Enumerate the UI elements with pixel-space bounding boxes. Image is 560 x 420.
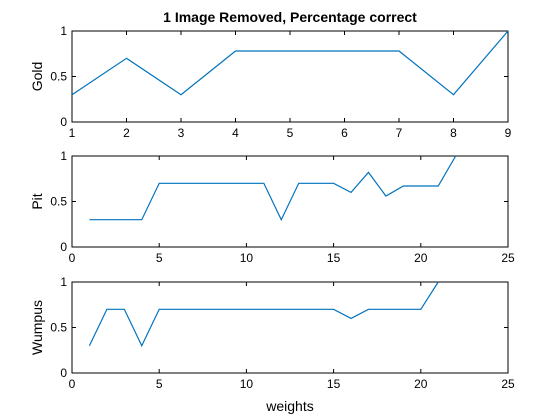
y-tick-label: 0 <box>60 240 67 254</box>
x-tick-label: 4 <box>232 126 239 140</box>
x-tick-label: 10 <box>240 251 254 265</box>
x-tick-label: 5 <box>287 126 294 140</box>
x-tick-label: 3 <box>178 126 185 140</box>
x-tick-label: 9 <box>505 126 512 140</box>
x-tick-label: 5 <box>156 251 163 265</box>
x-tick-label: 6 <box>341 126 348 140</box>
y-tick-label: 1 <box>60 24 67 38</box>
y-tick-label: 0.5 <box>50 195 67 209</box>
x-tick-label: 0 <box>69 251 76 265</box>
x-tick-label: 25 <box>501 377 515 391</box>
x-tick-label: 5 <box>156 377 163 391</box>
axes-box <box>71 281 509 374</box>
x-tick-label: 20 <box>414 251 428 265</box>
y-axis-label: Pit <box>29 193 45 209</box>
y-tick-label: 0 <box>60 115 67 129</box>
subplot-1: 1 2 3 4 5 6 7 8 9 0 0.5 1 Gold <box>29 24 512 140</box>
x-tick-label: 15 <box>327 251 341 265</box>
y-axis-label: Gold <box>29 62 45 92</box>
axes-box <box>71 30 509 123</box>
x-tick-label: 25 <box>501 251 515 265</box>
chart-title: 1 Image Removed, Percentage correct <box>163 9 417 25</box>
y-axis-label: Wumpus <box>29 300 45 355</box>
y-tick-label: 1 <box>60 275 67 289</box>
y-tick-label: 0.5 <box>50 321 67 335</box>
y-tick-label: 0.5 <box>50 70 67 84</box>
x-tick-label: 15 <box>327 377 341 391</box>
y-tick-label: 1 <box>60 149 67 163</box>
x-tick-label: 7 <box>396 126 403 140</box>
x-tick-label: 20 <box>414 377 428 391</box>
y-tick-label: 0 <box>60 366 67 380</box>
x-tick-label: 10 <box>240 377 254 391</box>
x-tick-label: 2 <box>123 126 130 140</box>
x-axis-label: weights <box>265 398 313 414</box>
x-tick-label: 0 <box>69 377 76 391</box>
series-line-pit <box>89 155 457 222</box>
x-tick-label: 1 <box>69 126 76 140</box>
x-tick-label: 8 <box>450 126 457 140</box>
subplot-3: 0 5 10 15 20 25 0 0.5 1 Wumpus <box>29 275 515 391</box>
subplot-2: 0 5 10 15 20 25 0 0.5 1 Pit <box>29 149 515 265</box>
